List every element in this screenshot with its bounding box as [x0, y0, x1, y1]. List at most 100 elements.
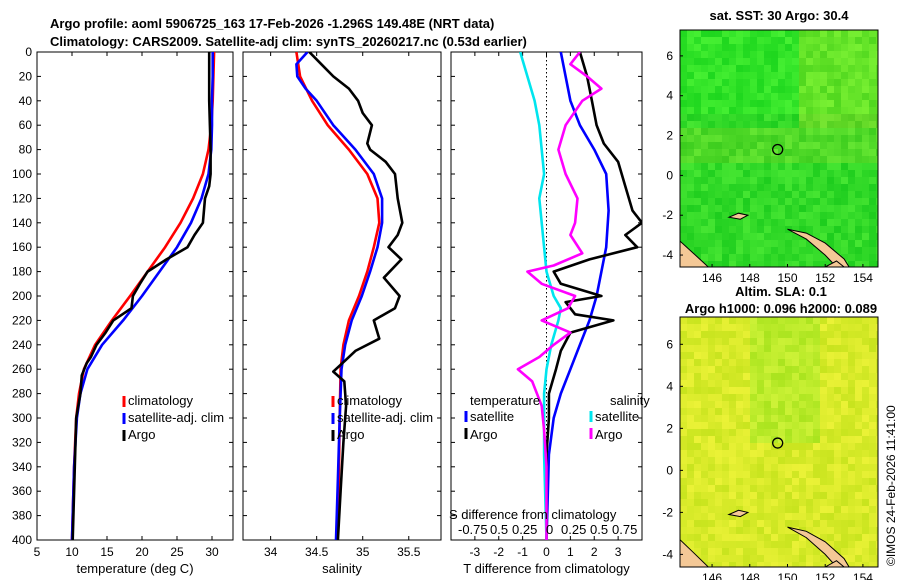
- map-cell: [701, 464, 709, 472]
- map-cell: [813, 233, 821, 241]
- map-cell: [736, 177, 744, 185]
- map-cell: [820, 30, 828, 38]
- map-cell: [834, 338, 842, 346]
- map-cell: [750, 499, 758, 507]
- map-cell: [722, 513, 730, 521]
- map-cell: [764, 191, 772, 199]
- map-cell: [736, 254, 744, 262]
- map-cell: [722, 520, 730, 528]
- map-cell: [876, 261, 878, 267]
- map-cell: [813, 156, 821, 164]
- map-cell: [848, 331, 856, 339]
- map-cell: [820, 394, 828, 402]
- map-cell: [785, 366, 793, 374]
- y-tick-label: 400: [12, 533, 32, 547]
- map-cell: [785, 471, 793, 479]
- map-cell: [715, 261, 723, 267]
- map-cell: [827, 478, 835, 486]
- map-cell: [862, 464, 870, 472]
- map-cell: [722, 408, 730, 416]
- map-cell: [694, 338, 702, 346]
- map-cell: [792, 450, 800, 458]
- map-cell: [764, 128, 772, 136]
- map-cell: [708, 107, 716, 115]
- map-cell: [855, 422, 863, 430]
- map-cell: [764, 149, 772, 157]
- map-cell: [869, 247, 877, 255]
- map-cell: [694, 324, 702, 332]
- map-cell: [785, 499, 793, 507]
- map-cell: [876, 394, 878, 402]
- map-cell: [834, 520, 842, 528]
- map-cell: [827, 317, 835, 325]
- map-cell: [694, 485, 702, 493]
- land-mainland: [680, 539, 710, 567]
- map-cell: [841, 492, 849, 500]
- map-cell: [848, 436, 856, 444]
- map-cell: [827, 352, 835, 360]
- map-cell: [813, 324, 821, 332]
- y-tick-label: 260: [12, 362, 32, 376]
- map-cell: [834, 408, 842, 416]
- map-cell: [701, 65, 709, 73]
- map-cell: [792, 79, 800, 87]
- map-cell: [715, 100, 723, 108]
- map-cell: [687, 170, 695, 178]
- map-cell: [743, 366, 751, 374]
- map-cell: [701, 233, 709, 241]
- map-cell: [778, 240, 786, 248]
- map-cell: [848, 79, 856, 87]
- map-cell: [764, 30, 772, 38]
- map-cell: [687, 485, 695, 493]
- map-cell: [876, 219, 878, 227]
- map-cell: [792, 163, 800, 171]
- map-cell: [813, 30, 821, 38]
- map-cell: [729, 65, 737, 73]
- map-cell: [785, 380, 793, 388]
- map-cell: [792, 408, 800, 416]
- map-cell: [694, 233, 702, 241]
- map-cell: [722, 436, 730, 444]
- map-cell: [687, 30, 695, 38]
- map-cell: [806, 107, 814, 115]
- y-tick-label: 4: [666, 89, 673, 103]
- map-cell: [785, 387, 793, 395]
- map-cell: [743, 79, 751, 87]
- map-cell: [855, 366, 863, 374]
- map-cell: [841, 534, 849, 542]
- map-cell: [792, 492, 800, 500]
- series-line-argo: [71, 52, 212, 540]
- map-cell: [799, 471, 807, 479]
- map-cell: [722, 128, 730, 136]
- map-cell: [869, 429, 877, 437]
- map-cell: [841, 499, 849, 507]
- map-cell: [848, 324, 856, 332]
- map-cell: [736, 520, 744, 528]
- map-cell: [757, 429, 765, 437]
- map-cell: [701, 541, 709, 549]
- legend-header-salinity: salinity: [610, 393, 650, 408]
- map-cell: [757, 72, 765, 80]
- map-cell: [750, 443, 758, 451]
- map-cell: [841, 366, 849, 374]
- map-cell: [813, 65, 821, 73]
- map-cell: [687, 65, 695, 73]
- map-cell: [694, 198, 702, 206]
- map-cell: [841, 233, 849, 241]
- map-cell: [722, 478, 730, 486]
- map-cell: [757, 128, 765, 136]
- x-tick-label: 152: [815, 271, 835, 285]
- map-cell: [834, 240, 842, 248]
- map-cell: [764, 198, 772, 206]
- map-cell: [771, 331, 779, 339]
- map-cell: [855, 506, 863, 514]
- map-cell: [750, 240, 758, 248]
- map-cell: [778, 226, 786, 234]
- map-cell: [708, 555, 716, 563]
- map-cell: [862, 226, 870, 234]
- map-cell: [813, 128, 821, 136]
- map-cell: [701, 520, 709, 528]
- map-cell: [680, 233, 688, 241]
- y-tick-label: 6: [666, 337, 673, 351]
- map-cell: [785, 30, 793, 38]
